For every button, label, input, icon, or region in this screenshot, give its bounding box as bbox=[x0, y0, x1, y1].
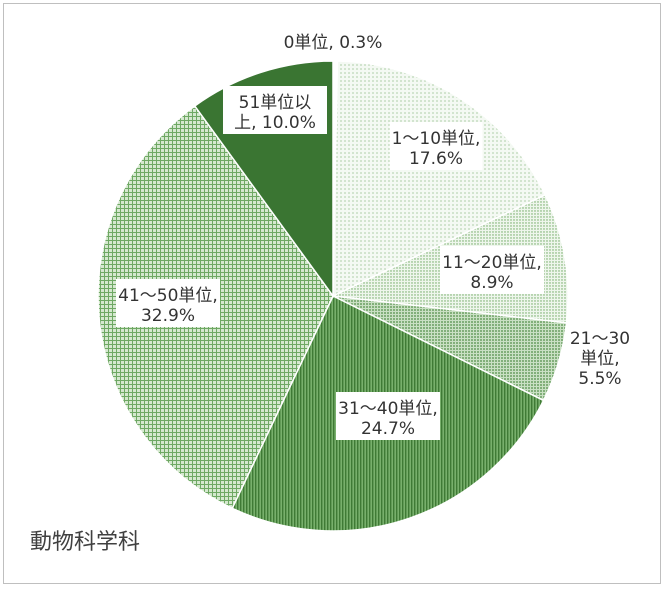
slice-label-text: 32.9% bbox=[141, 306, 195, 326]
slice-label-text: 11～20単位, bbox=[442, 253, 542, 273]
slice-label-text: 上, 10.0% bbox=[234, 113, 316, 133]
slice-label-2: 1～10単位,17.6% bbox=[389, 122, 483, 170]
slice-label-text: 21～30 bbox=[570, 329, 630, 349]
slice-label-box-6 bbox=[116, 279, 220, 327]
slice-label-text: 5.5% bbox=[578, 369, 621, 389]
slice-label-box-7 bbox=[223, 86, 327, 134]
slice-label-text: 8.9% bbox=[470, 273, 513, 293]
slice-label-text: 41～50単位, bbox=[118, 286, 218, 306]
slice-label-5: 31～40単位,24.7% bbox=[336, 392, 440, 440]
pie-slice-2 bbox=[332, 60, 547, 298]
slice-label-text: 51単位以 bbox=[239, 93, 312, 113]
slice-label-6: 41～50単位,32.9% bbox=[116, 279, 220, 327]
slice-label-text: 24.7% bbox=[361, 419, 415, 439]
slice-label-box-2 bbox=[389, 122, 483, 170]
slice-label-text: 単位, bbox=[580, 349, 619, 369]
chart-title: 動物科学科 bbox=[30, 530, 141, 555]
slice-label-1: 0単位, 0.3% bbox=[284, 33, 383, 53]
slice-label-text: 0単位, 0.3% bbox=[284, 33, 383, 53]
slice-label-box-3 bbox=[440, 246, 544, 294]
slice-label-text: 31～40単位, bbox=[338, 399, 438, 419]
slice-label-box-5 bbox=[336, 392, 440, 440]
slice-label-3: 11～20単位,8.9% bbox=[440, 246, 544, 294]
slice-label-text: 17.6% bbox=[409, 149, 463, 169]
slice-label-text: 1～10単位, bbox=[392, 129, 481, 149]
